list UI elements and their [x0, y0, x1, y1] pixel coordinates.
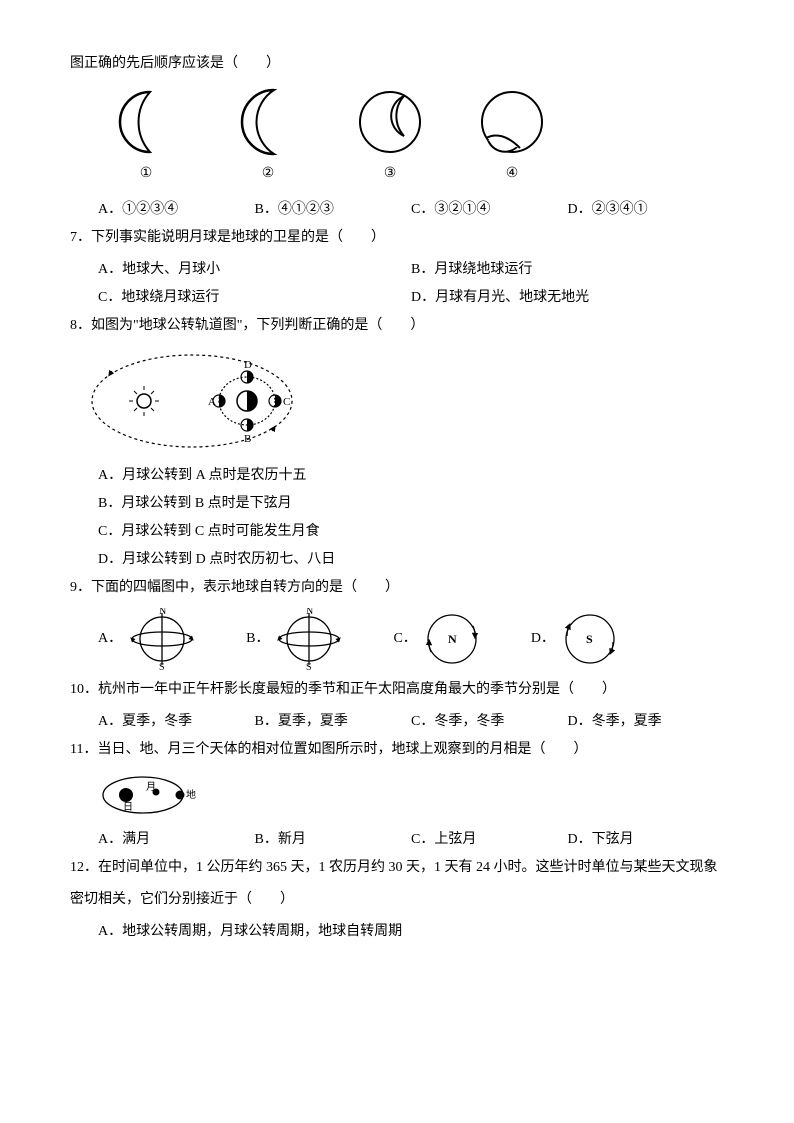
svg-text:D: D [244, 359, 252, 371]
svg-text:N: N [306, 608, 313, 617]
svg-text:S: S [306, 662, 312, 670]
q9-option-b[interactable]: B． N S [246, 608, 345, 670]
moon-phase-1: ① [110, 86, 182, 188]
q9-options: A． N S B． N S [70, 608, 724, 670]
q10-option-a[interactable]: A．夏季，冬季 [98, 708, 255, 736]
moon-phase-2: ② [232, 86, 304, 188]
moon-phase-3: ③ [354, 86, 426, 188]
q9: 9．下面的四幅图中，表示地球自转方向的是（ ） A． N S B． [70, 574, 724, 670]
svg-text:C: C [283, 396, 290, 408]
svg-text:N: N [448, 632, 457, 646]
q6-option-b[interactable]: B．④①②③ [255, 196, 412, 224]
q10: 10．杭州市一年中正午杆影长度最短的季节和正午太阳高度角最大的季节分别是（ ） … [70, 676, 724, 736]
moon-label-2: ② [232, 160, 304, 188]
svg-text:A: A [208, 396, 216, 408]
q6-option-d[interactable]: D．②③④① [568, 196, 725, 224]
q7-options-row1: A．地球大、月球小 B．月球绕地球运行 [70, 256, 724, 284]
q6-stem: 图正确的先后顺序应该是（ ） [70, 50, 724, 78]
globe-d-icon: S [559, 608, 621, 670]
q12-option-a[interactable]: A．地球公转周期，月球公转周期，地球自转周期 [70, 918, 724, 946]
q7-options-row2: C．地球绕月球运行 D．月球有月光、地球无地光 [70, 284, 724, 312]
q11-option-a[interactable]: A．满月 [98, 826, 255, 854]
moon-phase-4: ④ [476, 86, 548, 188]
q11-option-b[interactable]: B．新月 [255, 826, 412, 854]
q8-option-a[interactable]: A．月球公转到 A 点时是农历十五 [70, 462, 724, 490]
q6-option-c[interactable]: C．③②①④ [411, 196, 568, 224]
moon-label-1: ① [110, 160, 182, 188]
q9-option-c[interactable]: C． N [393, 608, 482, 670]
q9-label-d: D． [531, 625, 555, 653]
q10-option-d[interactable]: D．冬季，夏季 [568, 708, 725, 736]
moon-label-3: ③ [354, 160, 426, 188]
q7-option-d[interactable]: D．月球有月光、地球无地光 [411, 284, 724, 312]
q10-stem: 10．杭州市一年中正午杆影长度最短的季节和正午太阳高度角最大的季节分别是（ ） [70, 676, 724, 704]
globe-b-icon: N S [273, 608, 345, 670]
q6-continuation: 图正确的先后顺序应该是（ ） ① ② ③ [70, 50, 724, 224]
q7: 7．下列事实能说明月球是地球的卫星的是（ ） A．地球大、月球小 B．月球绕地球… [70, 224, 724, 312]
q9-option-a[interactable]: A． N S [98, 608, 198, 670]
q8: 8．如图为"地球公转轨道图"，下列判断正确的是（ ） [70, 312, 724, 574]
svg-text:S: S [159, 662, 165, 670]
q7-option-c[interactable]: C．地球绕月球运行 [98, 284, 411, 312]
globe-a-icon: N S [126, 608, 198, 670]
q11-option-d[interactable]: D．下弦月 [568, 826, 725, 854]
q10-option-c[interactable]: C．冬季，冬季 [411, 708, 568, 736]
sun-moon-earth-diagram: 日 月 地 [70, 770, 724, 820]
svg-text:N: N [159, 608, 166, 617]
q8-option-b[interactable]: B．月球公转到 B 点时是下弦月 [70, 490, 724, 518]
q8-stem: 8．如图为"地球公转轨道图"，下列判断正确的是（ ） [70, 312, 724, 340]
q11: 11．当日、地、月三个天体的相对位置如图所示时，地球上观察到的月相是（ ） 日 … [70, 736, 724, 854]
q9-label-b: B． [246, 625, 269, 653]
q12: 12．在时间单位中，1 公历年约 365 天，1 农历月约 30 天，1 天有 … [70, 854, 724, 946]
q9-option-d[interactable]: D． S [531, 608, 621, 670]
moon-label-4: ④ [476, 160, 548, 188]
q12-stem-line2: 密切相关，它们分别接近于（ ） [70, 886, 724, 914]
q8-option-d[interactable]: D．月球公转到 D 点时农历初七、八日 [70, 546, 724, 574]
moon-phase-row: ① ② ③ ④ [70, 86, 724, 188]
q11-stem: 11．当日、地、月三个天体的相对位置如图所示时，地球上观察到的月相是（ ） [70, 736, 724, 764]
q11-options: A．满月 B．新月 C．上弦月 D．下弦月 [70, 826, 724, 854]
q10-option-b[interactable]: B．夏季，夏季 [255, 708, 412, 736]
svg-text:月: 月 [146, 781, 156, 793]
q10-options: A．夏季，冬季 B．夏季，夏季 C．冬季，冬季 D．冬季，夏季 [70, 708, 724, 736]
q6-options: A．①②③④ B．④①②③ C．③②①④ D．②③④① [70, 196, 724, 224]
globe-c-icon: N [421, 608, 483, 670]
svg-text:地: 地 [186, 788, 196, 801]
svg-text:S: S [586, 632, 593, 646]
svg-text:日: 日 [123, 802, 133, 813]
q12-stem-line1: 12．在时间单位中，1 公历年约 365 天，1 农历月约 30 天，1 天有 … [70, 854, 724, 882]
q8-option-c[interactable]: C．月球公转到 C 点时可能发生月食 [70, 518, 724, 546]
q6-option-a[interactable]: A．①②③④ [98, 196, 255, 224]
q11-option-c[interactable]: C．上弦月 [411, 826, 568, 854]
q9-stem: 9．下面的四幅图中，表示地球自转方向的是（ ） [70, 574, 724, 602]
q7-option-a[interactable]: A．地球大、月球小 [98, 256, 411, 284]
q7-stem: 7．下列事实能说明月球是地球的卫星的是（ ） [70, 224, 724, 252]
q9-label-a: A． [98, 625, 122, 653]
earth-orbit-diagram: A B C D [70, 346, 724, 456]
svg-text:B: B [244, 433, 251, 445]
q9-label-c: C． [393, 625, 416, 653]
q7-option-b[interactable]: B．月球绕地球运行 [411, 256, 724, 284]
